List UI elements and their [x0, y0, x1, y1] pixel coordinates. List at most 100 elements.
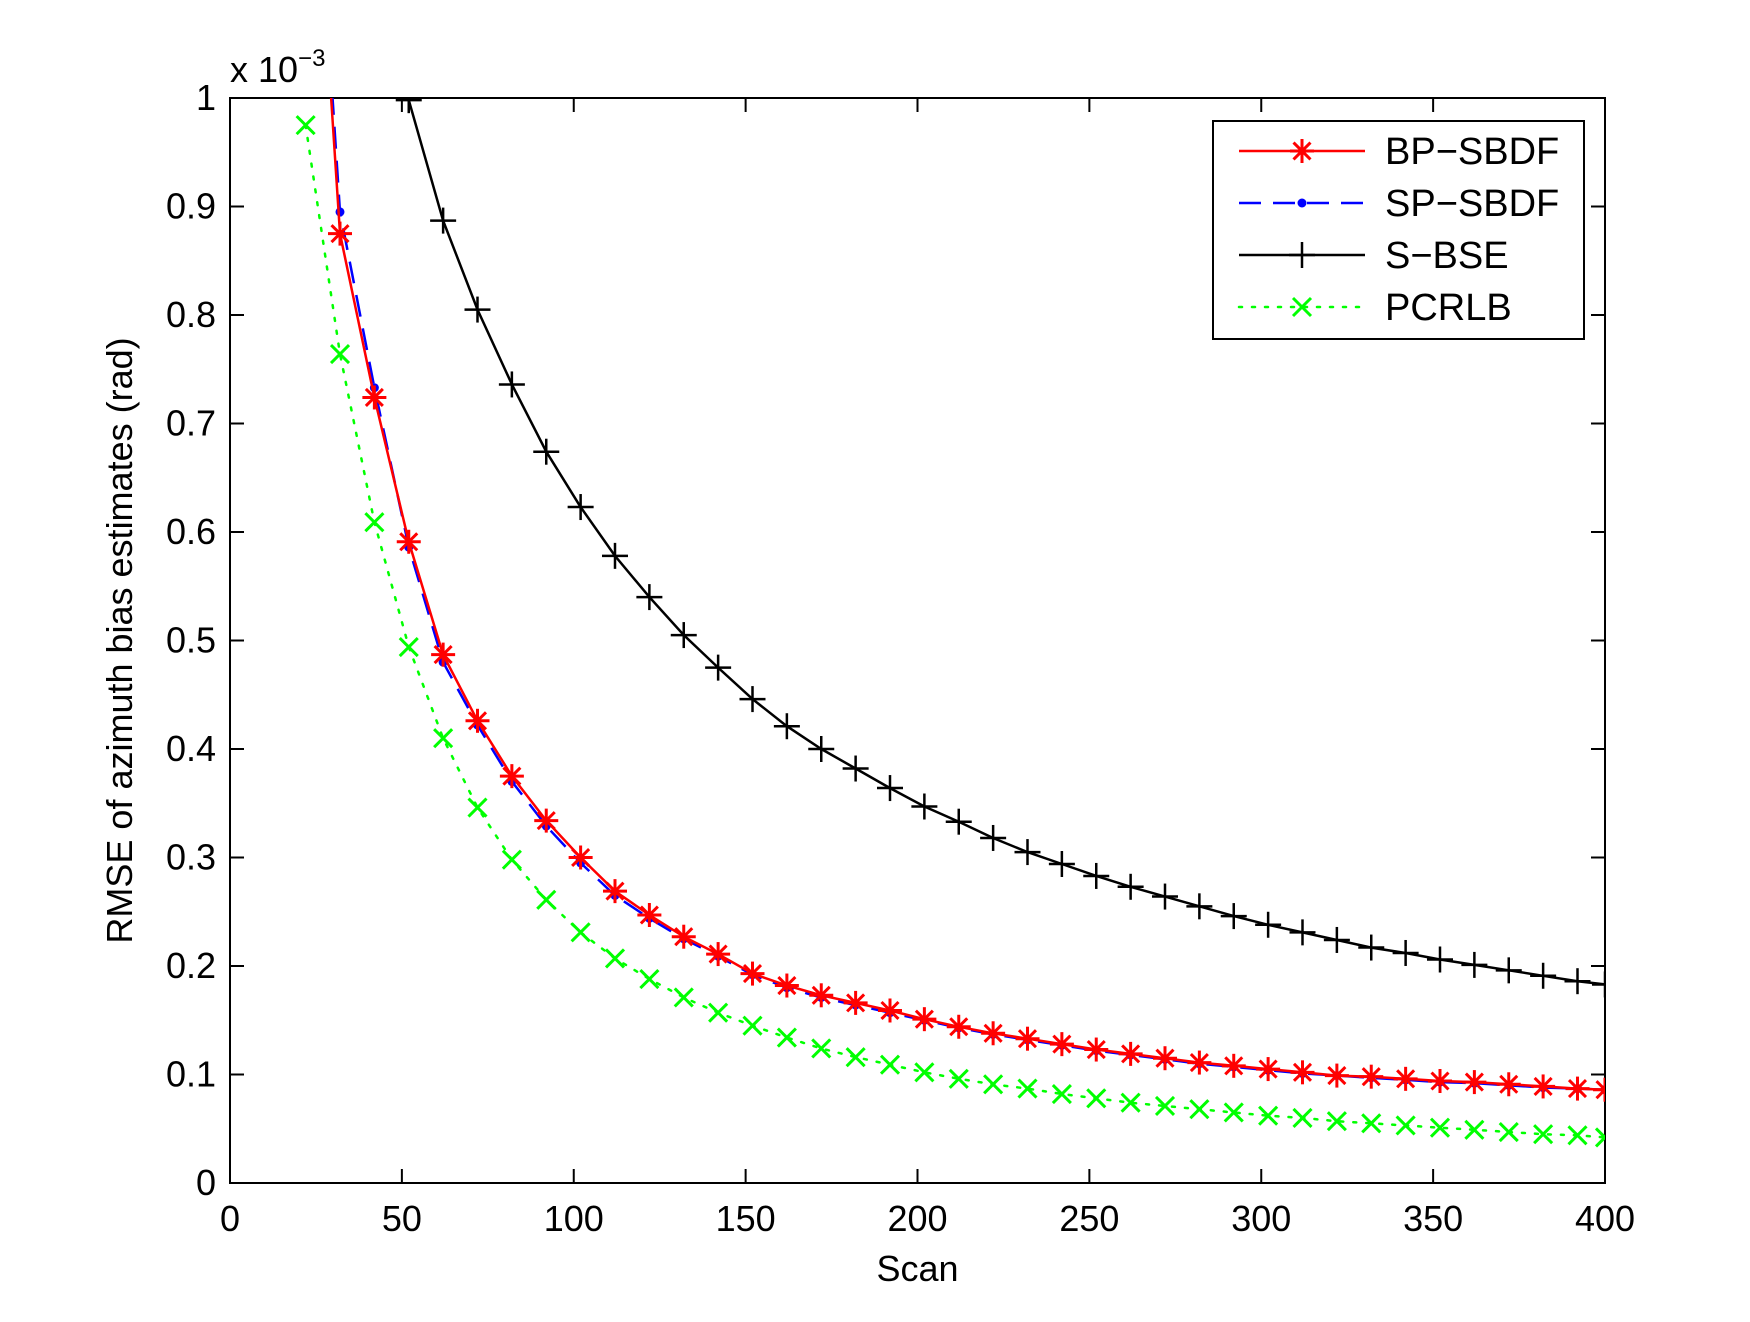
data-point-stroke: [1292, 1062, 1313, 1082]
data-point-stroke: [1498, 1121, 1519, 1143]
data-point-stroke: [1017, 1029, 1038, 1049]
exponent-base: x 10: [230, 49, 298, 90]
x-tick-label: 250: [1059, 1198, 1119, 1239]
y-tick-label: 0.8: [166, 294, 216, 335]
data-point: [1292, 1107, 1313, 1128]
data-point-stroke: [1051, 1083, 1072, 1105]
data-point: [1187, 1050, 1212, 1075]
data-point-stroke: [914, 1062, 935, 1083]
data-point-stroke: [880, 1000, 900, 1021]
data-point-stroke: [364, 512, 385, 533]
data-point: [1531, 1074, 1556, 1099]
axis-ticks: [229, 97, 1606, 1184]
data-point-stroke: [1258, 1105, 1279, 1126]
data-point-stroke: [1189, 1053, 1209, 1073]
series-S−BSE: [395, 98, 1605, 998]
data-point: [708, 1002, 729, 1023]
y-axis-label: RMSE of azimuth bias estimates (rad): [99, 337, 140, 943]
data-point: [1258, 1105, 1279, 1126]
data-point: [1223, 1102, 1244, 1123]
data-point-stroke: [1567, 1079, 1588, 1099]
data-point-stroke: [742, 1015, 763, 1036]
data-point: [1462, 1070, 1487, 1095]
data-point-stroke: [1595, 1087, 1605, 1100]
data-point-stroke: [742, 964, 763, 984]
data-point: [1565, 1076, 1590, 1101]
data-point-stroke: [1086, 1088, 1107, 1109]
data-point-stroke: [1326, 1111, 1347, 1132]
data-point-stroke: [879, 1054, 901, 1075]
data-point-stroke: [433, 728, 454, 749]
data-point: [1153, 1046, 1177, 1071]
data-point: [1567, 1125, 1588, 1146]
axis-exponent-label: x 10−3: [230, 45, 325, 90]
data-point: [1017, 1078, 1038, 1099]
data-point-stroke: [1189, 1099, 1210, 1120]
data-point-stroke: [1595, 1080, 1605, 1092]
series-BP−SBDF: [328, 98, 1605, 1102]
data-point-stroke: [1292, 1107, 1313, 1128]
data-point-stroke: [329, 343, 351, 365]
legend: BP−SBDF SP−SBDF S−BSE PCRLB: [1212, 120, 1585, 340]
data-point-stroke: [536, 889, 557, 910]
data-point-stroke: [1567, 1125, 1588, 1146]
data-point-stroke: [1429, 1117, 1451, 1138]
data-point-stroke: [1017, 1078, 1038, 1099]
data-point: [567, 494, 594, 521]
y-tick-label: 0.3: [166, 837, 216, 878]
legend-marker: [1291, 296, 1313, 318]
legend-marker: [1290, 139, 1314, 163]
data-point-stroke: [1258, 1059, 1278, 1079]
legend-label: BP−SBDF: [1385, 131, 1559, 173]
x-tick-label: 200: [887, 1198, 947, 1239]
data-point: [1221, 1053, 1246, 1078]
data-point-stroke: [948, 1068, 969, 1089]
data-point: [740, 961, 765, 986]
data-point-stroke: [571, 847, 591, 868]
data-point-stroke: [674, 927, 694, 947]
data-point: [983, 1074, 1004, 1095]
data-point: [1051, 1083, 1072, 1105]
data-point-stroke: [983, 1074, 1004, 1095]
data-point-stroke: [1121, 1044, 1141, 1064]
data-point: [1083, 862, 1110, 889]
data-point: [603, 879, 627, 904]
legend-label: SP−SBDF: [1385, 183, 1559, 225]
data-point-stroke: [1155, 1048, 1175, 1068]
data-point-stroke: [398, 636, 419, 658]
data-point: [773, 713, 800, 740]
data-point-stroke: [502, 766, 522, 786]
data-point: [568, 845, 593, 870]
legend-marker-stroke: [1292, 141, 1312, 161]
data-point: [1290, 1060, 1315, 1085]
data-point: [1496, 1072, 1521, 1097]
data-point-stroke: [1361, 1113, 1382, 1134]
data-point-stroke: [1499, 1074, 1519, 1094]
data-point: [602, 542, 628, 569]
data-point: [776, 1027, 797, 1048]
data-point: [1392, 939, 1419, 966]
data-point: [845, 1047, 866, 1068]
data-point: [1256, 1057, 1281, 1082]
data-point-stroke: [570, 922, 591, 943]
data-point-stroke: [1052, 1034, 1072, 1054]
data-point-stroke: [605, 881, 625, 901]
data-point: [464, 296, 491, 323]
data-point: [431, 642, 456, 667]
data-point: [1464, 1119, 1485, 1140]
data-point: [1186, 893, 1213, 920]
data-point: [1220, 903, 1247, 930]
x-tick-label: 0: [220, 1198, 240, 1239]
series-PCRLB: [295, 115, 1605, 1148]
data-point: [843, 990, 868, 1015]
legend-label: PCRLB: [1385, 287, 1512, 329]
data-point: [501, 849, 522, 870]
data-point-stroke: [914, 1009, 934, 1029]
data-point: [1255, 911, 1282, 938]
data-point: [498, 371, 525, 398]
data-point-stroke: [1086, 1039, 1106, 1060]
data-point: [570, 922, 591, 943]
data-point: [673, 987, 694, 1008]
data-point: [670, 622, 697, 649]
